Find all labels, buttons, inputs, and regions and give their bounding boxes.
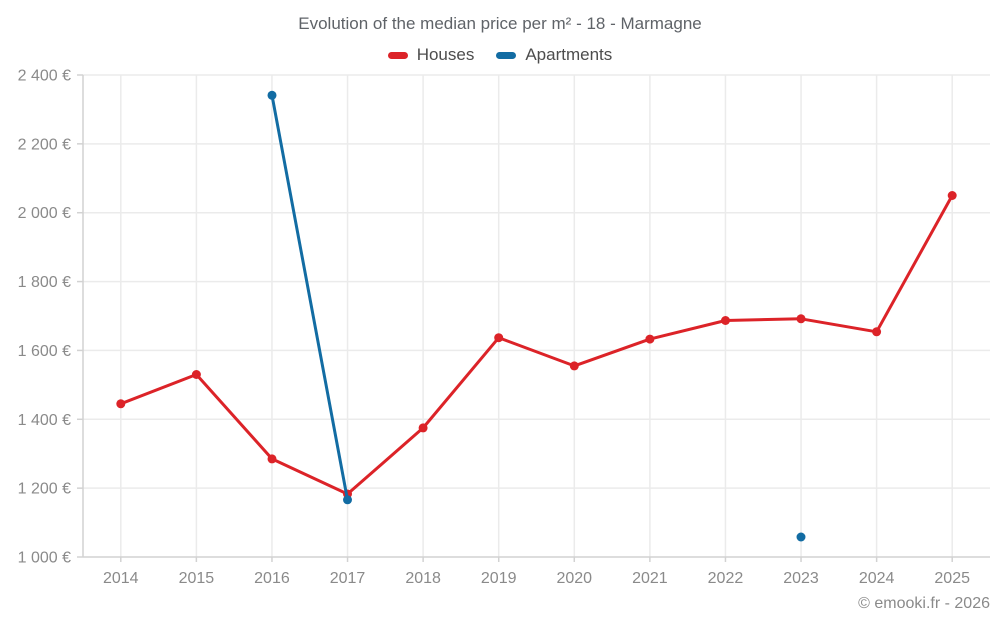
legend-label-apartments: Apartments	[525, 45, 613, 64]
y-tick-label: 1 600 €	[18, 343, 71, 360]
legend-item-apartments[interactable]: Apartments	[496, 45, 612, 65]
legend-item-houses[interactable]: Houses	[387, 45, 475, 65]
chart-title: Evolution of the median price per m² - 1…	[298, 14, 702, 33]
y-gridlines	[83, 74, 990, 489]
apartments-series-swatch-icon	[496, 51, 517, 59]
x-gridlines	[120, 75, 953, 557]
houses-point-2022[interactable]	[721, 316, 730, 325]
x-tick-label: 2025	[934, 570, 970, 587]
houses-series-swatch-icon	[387, 51, 408, 59]
x-axis-ticks: 2014 2015 2016 2017 2018 2019 2020 2021 2022 2023…	[103, 557, 970, 587]
houses-point-2019[interactable]	[494, 333, 504, 343]
apartments-point-2017[interactable]	[343, 495, 352, 505]
houses-point-2025[interactable]	[947, 191, 957, 200]
x-tick-label: 2021	[632, 570, 668, 587]
houses-point-2023[interactable]	[796, 314, 806, 324]
x-tick-label: 2014	[103, 570, 139, 587]
y-tick-label: 2 000 €	[18, 205, 71, 222]
axes	[82, 75, 990, 558]
y-tick-label: 2 200 €	[18, 136, 71, 153]
houses-point-2021[interactable]	[645, 334, 655, 344]
x-tick-label: 2024	[859, 570, 895, 587]
y-tick-label: 1 400 €	[18, 412, 71, 429]
x-tick-label: 2018	[405, 570, 441, 587]
houses-line	[119, 194, 954, 496]
y-tick-label: 1 200 €	[18, 481, 71, 498]
y-tick-label: 2 400 €	[18, 68, 71, 85]
x-tick-label: 2020	[556, 570, 592, 587]
houses-point-2014[interactable]	[116, 399, 126, 409]
y-tick-label: 1 800 €	[18, 274, 71, 291]
x-tick-label: 2022	[708, 570, 744, 587]
houses-series	[116, 191, 957, 499]
houses-point-2020[interactable]	[569, 361, 579, 371]
houses-point-2015[interactable]	[191, 370, 201, 379]
apartments-line	[270, 93, 349, 502]
apartments-point-2023[interactable]	[796, 532, 806, 542]
x-tick-label: 2019	[481, 570, 517, 587]
x-tick-label: 2016	[254, 570, 290, 587]
x-tick-label: 2015	[179, 570, 215, 587]
houses-point-2016[interactable]	[267, 454, 277, 464]
copyright-watermark: © emooki.fr - 2026	[858, 595, 990, 612]
houses-point-2018[interactable]	[418, 423, 428, 433]
apartments-series	[267, 90, 806, 542]
x-tick-label: 2023	[783, 570, 819, 587]
y-tick-label: 1 000 €	[18, 550, 71, 567]
houses-point-2024[interactable]	[872, 327, 882, 337]
y-axis-ticks: 1 000 € 1 200 € 1 400 € 1 600 € 1 800 € 2 000…	[18, 68, 83, 567]
x-tick-label: 2017	[330, 570, 366, 587]
legend-label-houses: Houses	[416, 45, 475, 64]
apartments-point-2016[interactable]	[267, 90, 277, 100]
chart-legend: Houses Apartments	[0, 45, 1000, 65]
